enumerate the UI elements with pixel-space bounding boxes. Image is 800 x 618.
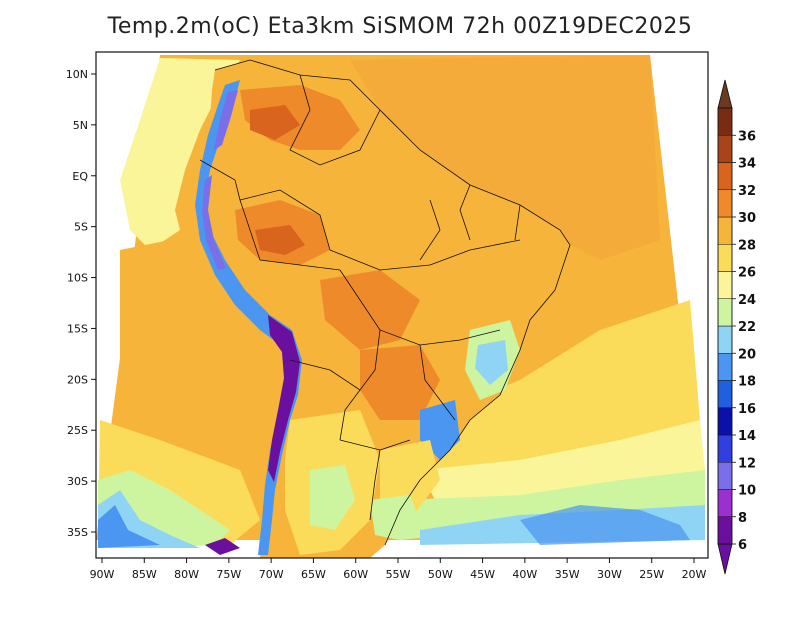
lat-tick-label: 10S	[67, 272, 88, 285]
lat-tick-label: EQ	[72, 170, 88, 183]
political-boundaries	[199, 59, 571, 546]
colorbar-swatch	[717, 353, 733, 381]
lat-tick-label: 5N	[73, 119, 88, 132]
lon-tick-label: 65W	[301, 568, 326, 581]
atlantic-south-cool	[420, 420, 705, 510]
lon-tick-label: 45W	[470, 568, 495, 581]
colorbar-swatch	[717, 216, 733, 245]
colorbar-label: 32	[738, 184, 756, 199]
lat-tick-label: 30S	[67, 475, 88, 488]
colorbar-swatch	[717, 434, 733, 463]
colorbar-label: 6	[738, 538, 747, 553]
colorbar-label: 18	[738, 375, 756, 390]
atlantic-south-warm	[420, 300, 700, 480]
lon-tick-label: 50W	[428, 568, 453, 581]
andes-colombia-cold	[214, 90, 238, 150]
colorbar-swatch	[717, 107, 733, 136]
atlantic-south-blue-patch	[520, 505, 690, 545]
lon-tick-label: 25W	[639, 568, 664, 581]
lon-tick-label: 60W	[343, 568, 368, 581]
colorbar-swatch	[717, 380, 733, 408]
colorbar-swatch	[717, 135, 733, 163]
lon-tick-label: 70W	[259, 568, 284, 581]
lat-tick-label: 5S	[74, 221, 88, 234]
central-hot-field	[320, 270, 420, 350]
northern-hotter-spot	[250, 105, 300, 140]
colorbar-label: 22	[738, 320, 756, 335]
colorbar-swatch	[717, 189, 733, 218]
lat-tick-label: 15S	[67, 322, 88, 335]
lon-tick-label: 80W	[174, 568, 199, 581]
andes-northern-cold	[202, 175, 226, 270]
colorbar-label: 8	[738, 511, 747, 526]
colorbar-arrow-high	[717, 79, 733, 109]
colorbar-swatch	[717, 298, 733, 327]
latitude-axis: 10N 5N EQ 5S 10S 15S 20S 25S 30S 35S	[66, 68, 96, 539]
andes-high-cold	[268, 315, 300, 482]
chaco-hot-field	[360, 345, 440, 420]
longitude-axis: 90W 85W 80W 75W 70W 65W 60W 55W 50W 45W 40W 35W 30W 2…	[90, 558, 707, 581]
lon-tick-label: 55W	[386, 568, 411, 581]
southern-cold-spot	[205, 538, 240, 555]
lon-tick-label: 30W	[597, 568, 622, 581]
lat-tick-label: 20S	[67, 373, 88, 386]
pacific-colder-field	[98, 505, 160, 548]
colorbar-label: 12	[738, 456, 756, 471]
colorbar-label: 20	[738, 347, 756, 362]
colorbar-swatch	[717, 516, 733, 545]
colorbar-swatch	[717, 162, 733, 190]
colorbar-label: 34	[738, 157, 756, 172]
argentina-green-field	[310, 465, 355, 530]
lat-tick-label: 35S	[67, 526, 88, 539]
colorbar-label: 30	[738, 211, 756, 226]
lon-tick-label: 40W	[512, 568, 537, 581]
lat-tick-label: 25S	[67, 424, 88, 437]
ocean-north-field	[350, 55, 660, 260]
colorbar-label: 36	[738, 129, 756, 144]
colorbar-swatch	[717, 271, 733, 299]
lon-tick-label: 75W	[216, 568, 241, 581]
lon-tick-label: 90W	[90, 568, 115, 581]
amazon-hotter-spot	[255, 225, 305, 255]
plot-frame	[95, 51, 709, 559]
colorbar-label: 28	[738, 238, 756, 253]
pacific-tongue-field	[120, 58, 240, 250]
colorbar-label: 14	[738, 429, 756, 444]
colorbar: 6 8 10 12 14 16 18 20 22 24 26 28 30 32 34 36	[717, 79, 756, 575]
colorbar-swatch	[717, 244, 733, 272]
colorbar-arrow-low	[717, 543, 733, 575]
colorbar-swatch	[717, 325, 733, 354]
pacific-mid-field	[120, 240, 250, 470]
colorbar-label: 10	[738, 484, 756, 499]
lon-tick-label: 35W	[555, 568, 580, 581]
colorbar-label: 24	[738, 293, 756, 308]
colorbar-swatch	[717, 462, 733, 490]
colorbar-label: 26	[738, 266, 756, 281]
lon-tick-label: 20W	[682, 568, 707, 581]
east-highlands-cool	[475, 340, 508, 385]
lon-tick-label: 85W	[132, 568, 157, 581]
colorbar-swatch	[717, 489, 733, 517]
map-field	[96, 55, 705, 558]
map-title: Temp.2m(oC) Eta3km SiSMOM 72h 00Z19DEC20…	[107, 14, 693, 39]
colorbar-label: 16	[738, 402, 756, 417]
uruguay-cool-field	[370, 495, 420, 540]
lat-tick-label: 10N	[66, 68, 88, 81]
colorbar-swatch	[717, 407, 733, 436]
